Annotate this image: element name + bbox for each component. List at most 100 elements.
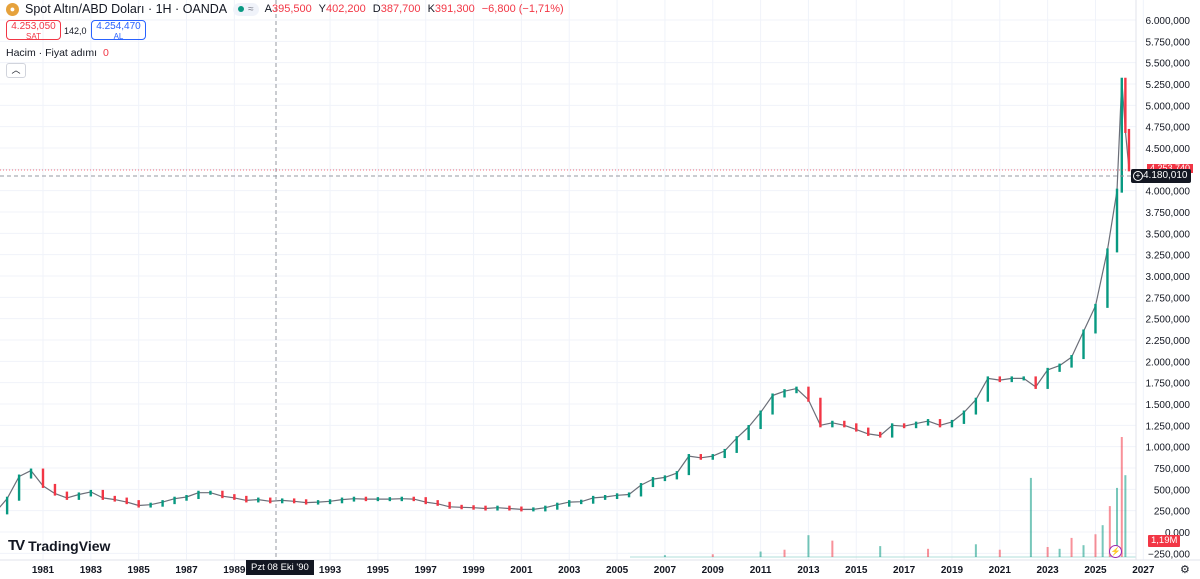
price-candle [221, 490, 224, 499]
price-candle [101, 489, 104, 500]
price-candle [699, 454, 702, 460]
price-candle [926, 419, 930, 426]
price-candle [197, 490, 200, 500]
price-candle [735, 436, 738, 453]
price-tick-label: 2.500,000 [1146, 315, 1191, 326]
time-tick-label: 2015 [845, 565, 868, 576]
price-candle [651, 477, 655, 488]
price-candle [436, 500, 439, 506]
price-candle [245, 495, 248, 503]
price-tick-label: 2.250,000 [1146, 336, 1191, 347]
price-candle [615, 493, 619, 500]
price-candle [137, 500, 140, 508]
volume-bar [663, 555, 666, 557]
open-label: A [264, 3, 272, 15]
price-candle [89, 489, 93, 497]
time-tick-label: 1995 [367, 565, 390, 576]
price-candle [281, 498, 284, 504]
price-candle [855, 423, 858, 432]
volume-value-label: 1,19M [1148, 535, 1181, 547]
market-status-pill[interactable]: ≈ [233, 2, 259, 16]
crosshair-price-label[interactable]: + 4.180,010 [1131, 169, 1191, 183]
time-tick-label: 1985 [128, 565, 151, 576]
time-tick-label: 2007 [654, 565, 677, 576]
price-tick-label: 2.750,000 [1146, 293, 1191, 304]
price-candle [328, 499, 332, 505]
price-tick-label: 5.000,000 [1146, 101, 1191, 112]
time-axis[interactable]: 1981 1983 1985 1987 1989 1993 1995 1997 1999 2001… [0, 559, 1200, 576]
time-tick-label: 2003 [558, 565, 581, 576]
price-candle [1034, 376, 1037, 389]
volume-bar [1116, 487, 1119, 557]
price-tick-label: 5.250,000 [1146, 80, 1191, 91]
price-candle [639, 483, 643, 497]
volume-bar [711, 554, 714, 557]
price-axis[interactable]: 6.000,000 5.750,000 5.500,000 5.250,000 5.00… [1135, 0, 1191, 560]
price-candle [376, 497, 380, 502]
time-tick-label: 1993 [319, 565, 342, 576]
tradingview-logo-icon: TV [8, 537, 25, 554]
price-tick-label: 4.000,000 [1146, 187, 1191, 198]
price-candle [257, 497, 260, 503]
price-candle [424, 497, 427, 505]
ohlc-values: A395,500 Y402,200 D387,700 K391,300 −6,8… [265, 3, 564, 15]
crosshair-price-value: 4.180,010 [1143, 170, 1188, 181]
price-candle [831, 420, 834, 428]
price-candle [340, 497, 344, 504]
price-candle [125, 497, 128, 505]
volume-bar [759, 551, 762, 557]
time-tick-label: 2013 [797, 565, 820, 576]
price-candle [998, 376, 1001, 383]
price-tick-label: 2.000,000 [1146, 357, 1191, 368]
add-alert-plus-icon[interactable]: + [1133, 171, 1143, 181]
time-tick-label: 2019 [941, 565, 964, 576]
price-candle [53, 483, 57, 496]
volume-legend[interactable]: Hacim · Fiyat adımı 0 [6, 47, 109, 59]
price-candle [711, 454, 714, 460]
price-candle [1058, 363, 1061, 372]
price-tick-label: 3.750,000 [1146, 208, 1191, 219]
price-candle [603, 495, 607, 500]
volume-bar [1124, 475, 1127, 557]
symbol-title[interactable]: Spot Altın/ABD Doları · 1H · OANDA [25, 2, 228, 16]
price-candle [484, 505, 487, 511]
price-tick-label: 3.500,000 [1146, 229, 1191, 240]
volume-bar [831, 540, 834, 557]
price-candle [209, 490, 212, 495]
price-candle [41, 468, 45, 488]
volume-legend-value: 0 [103, 47, 109, 59]
collapse-legend-button[interactable]: ︿ [6, 63, 26, 78]
sell-button[interactable]: 4.253,050 SAT [6, 20, 61, 41]
time-tick-label: 2009 [702, 565, 725, 576]
volume-bar [1029, 477, 1032, 557]
price-candle [879, 431, 882, 438]
price-candle [544, 505, 547, 512]
price-tick-label: 1.750,000 [1146, 379, 1191, 390]
buy-button[interactable]: 4.254,470 AL [91, 20, 146, 41]
price-candle [508, 505, 511, 511]
gear-icon[interactable]: ⚙ [1180, 564, 1190, 576]
price-candle [161, 500, 164, 507]
buy-label: AL [113, 32, 124, 41]
volume-bar [1070, 537, 1073, 557]
price-candle [747, 425, 750, 441]
price-candle [304, 499, 308, 505]
tradingview-logo[interactable]: TV TradingView [8, 537, 110, 554]
lightning-icon[interactable]: ⚡ [1109, 545, 1122, 558]
price-candle [1127, 128, 1131, 172]
time-tick-label: 2011 [750, 565, 772, 576]
price-candle [902, 423, 906, 429]
price-candle [412, 496, 415, 502]
price-candle [316, 500, 320, 505]
price-tick-label: 5.750,000 [1146, 37, 1191, 48]
time-tick-label: 2023 [1037, 565, 1060, 576]
volume-bar [1058, 548, 1061, 557]
gold-coin-icon[interactable]: ● [6, 2, 19, 16]
price-candle [173, 496, 176, 505]
price-candle [807, 386, 810, 402]
low-value: 387,700 [380, 3, 421, 15]
volume-bar [1108, 506, 1111, 557]
sell-label: SAT [26, 32, 41, 41]
time-tick-label: 2027 [1132, 565, 1155, 576]
